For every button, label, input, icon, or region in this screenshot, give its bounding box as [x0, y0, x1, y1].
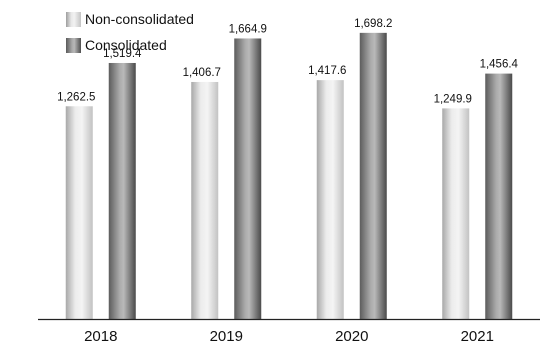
legend-swatch-consolidated [66, 37, 81, 53]
legend-swatch-non-consolidated [66, 11, 81, 27]
legend-item-consolidated: Consolidated [66, 32, 194, 58]
value-label-non-consolidated-2019: 1,406.7 [183, 67, 221, 79]
value-label-consolidated-2021: 1,456.4 [480, 59, 519, 71]
bar-non-consolidated-2018 [65, 106, 93, 319]
value-label-consolidated-2019: 1,664.9 [229, 23, 267, 35]
value-labels-group: 1,262.5 1,519.4 1,406.7 1,664.9 1,417.6 1,698… [57, 18, 518, 106]
bar-non-consolidated-2020 [316, 80, 344, 319]
bar-consolidated-2020 [359, 32, 387, 319]
value-label-non-consolidated-2020: 1,417.6 [308, 65, 346, 77]
x-tick-label-2021: 2021 [461, 328, 494, 345]
value-label-consolidated-2018: 1,519.4 [103, 48, 142, 60]
legend-label-consolidated: Consolidated [85, 37, 167, 53]
bar-non-consolidated-2021 [442, 108, 470, 320]
legend-label-non-consolidated: Non-consolidated [85, 11, 194, 27]
bar-consolidated-2018 [108, 62, 136, 319]
x-tick-label-2020: 2020 [335, 328, 368, 345]
bar-non-consolidated-2019 [191, 81, 219, 320]
x-tick-label-2018: 2018 [84, 328, 117, 345]
value-label-non-consolidated-2021: 1,249.9 [434, 93, 472, 105]
bar-consolidated-2019 [234, 38, 262, 319]
chart-legend: Non-consolidated Consolidated [66, 6, 194, 58]
value-label-non-consolidated-2018: 1,262.5 [57, 91, 95, 103]
bars-group [65, 32, 513, 320]
bar-consolidated-2021 [485, 73, 513, 319]
value-label-consolidated-2020: 1,698.2 [354, 18, 392, 30]
legend-item-non-consolidated: Non-consolidated [66, 6, 194, 32]
x-tick-labels-group: 2018 2019 2020 2021 [84, 328, 494, 345]
x-tick-label-2019: 2019 [210, 328, 243, 345]
